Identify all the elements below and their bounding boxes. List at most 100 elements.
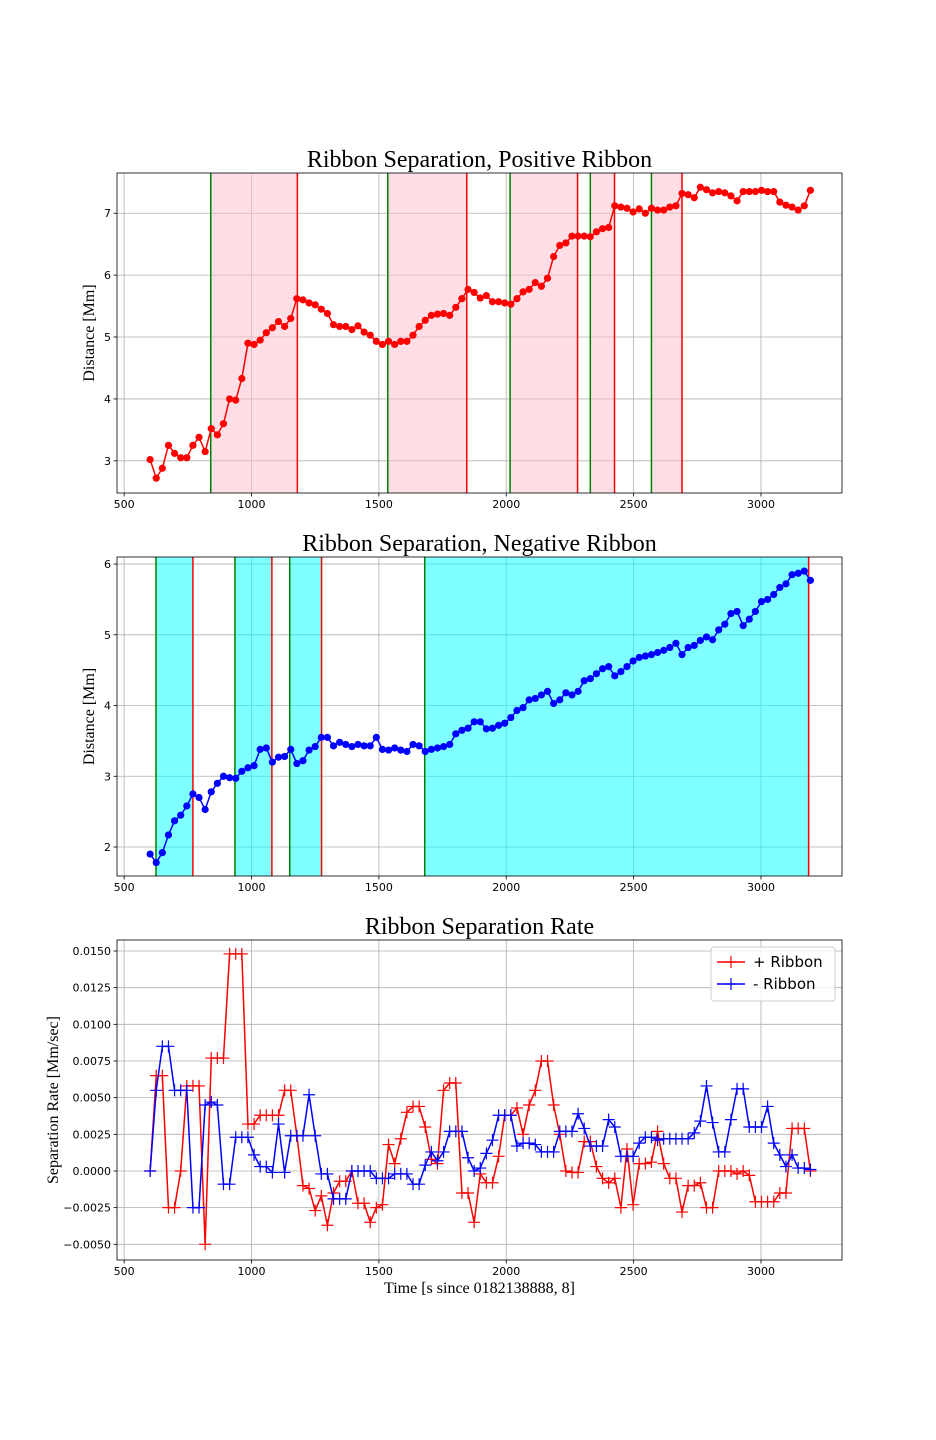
plot-frame bbox=[116, 939, 843, 1261]
marker bbox=[205, 1096, 218, 1109]
subplot: 500 1000 1500 2000 2500 3000 3 4 5 6 7 Ribbon Separ… bbox=[81, 147, 843, 511]
marker bbox=[439, 742, 448, 751]
marker bbox=[507, 713, 515, 722]
marker bbox=[384, 746, 393, 754]
marker bbox=[598, 225, 607, 233]
marker bbox=[455, 1125, 468, 1138]
x-tick-label: 500 bbox=[114, 498, 135, 511]
marker bbox=[641, 652, 649, 660]
marker bbox=[537, 282, 546, 290]
shaded-interval bbox=[210, 173, 298, 493]
marker bbox=[232, 774, 240, 782]
y-tick-label: 6 bbox=[104, 269, 111, 282]
chart-title: Ribbon Separation Rate bbox=[365, 914, 594, 940]
marker bbox=[474, 1162, 487, 1175]
marker bbox=[757, 186, 766, 194]
marker bbox=[639, 1157, 652, 1170]
marker bbox=[309, 1129, 322, 1142]
marker bbox=[537, 691, 546, 699]
marker bbox=[688, 1126, 701, 1139]
marker bbox=[556, 696, 564, 704]
marker bbox=[309, 1204, 322, 1217]
marker bbox=[721, 620, 729, 628]
legend-marker bbox=[725, 956, 737, 968]
marker bbox=[183, 802, 191, 810]
marker bbox=[458, 726, 466, 734]
marker bbox=[614, 1201, 627, 1214]
marker bbox=[641, 209, 649, 217]
marker bbox=[562, 239, 570, 247]
marker bbox=[195, 433, 203, 441]
marker bbox=[700, 1079, 713, 1092]
marker bbox=[458, 295, 466, 303]
marker bbox=[470, 288, 478, 297]
marker bbox=[446, 740, 454, 749]
marker bbox=[323, 733, 332, 741]
marker bbox=[572, 1107, 585, 1120]
shaded-interval bbox=[510, 173, 578, 493]
marker bbox=[476, 294, 484, 302]
marker bbox=[238, 374, 246, 383]
marker bbox=[666, 643, 674, 652]
marker bbox=[158, 464, 166, 472]
marker bbox=[248, 1148, 261, 1161]
marker bbox=[684, 643, 692, 652]
marker bbox=[189, 790, 197, 798]
marker bbox=[219, 772, 228, 780]
marker bbox=[376, 1198, 389, 1211]
marker bbox=[757, 597, 766, 606]
marker bbox=[727, 192, 735, 200]
marker bbox=[232, 396, 240, 404]
marker bbox=[501, 299, 509, 307]
marker bbox=[590, 1160, 603, 1173]
marker bbox=[354, 322, 362, 330]
marker bbox=[168, 1201, 181, 1214]
y-tick-label: 0.0025 bbox=[73, 1128, 112, 1141]
marker bbox=[743, 1169, 756, 1182]
marker bbox=[281, 752, 289, 761]
marker bbox=[586, 675, 594, 683]
marker bbox=[682, 1132, 695, 1145]
y-tick-label: −0.0050 bbox=[63, 1238, 111, 1251]
marker bbox=[806, 186, 815, 194]
marker bbox=[611, 202, 619, 210]
marker bbox=[761, 1100, 774, 1113]
marker bbox=[382, 1172, 395, 1185]
marker bbox=[152, 474, 160, 482]
x-tick-label: 2500 bbox=[620, 498, 648, 511]
marker bbox=[788, 203, 796, 211]
marker bbox=[751, 607, 759, 616]
marker bbox=[737, 1164, 750, 1177]
marker bbox=[296, 1129, 309, 1142]
marker bbox=[550, 252, 558, 261]
marker bbox=[798, 1162, 811, 1175]
marker bbox=[653, 648, 662, 657]
x-tick-label: 2000 bbox=[492, 498, 520, 511]
marker bbox=[510, 1140, 523, 1153]
marker bbox=[329, 321, 338, 329]
marker bbox=[611, 672, 619, 680]
marker bbox=[745, 187, 753, 196]
marker bbox=[767, 1137, 780, 1150]
marker bbox=[715, 626, 723, 634]
marker bbox=[366, 742, 374, 750]
marker bbox=[523, 1098, 536, 1111]
y-tick-label: 4 bbox=[104, 393, 111, 406]
marker bbox=[388, 1157, 401, 1170]
marker bbox=[666, 203, 674, 211]
marker bbox=[225, 395, 234, 403]
marker bbox=[513, 706, 521, 715]
marker bbox=[299, 757, 307, 765]
marker bbox=[305, 299, 313, 307]
x-tick-label: 1500 bbox=[365, 1265, 393, 1278]
marker bbox=[287, 314, 295, 323]
y-tick-label: 2 bbox=[104, 841, 111, 854]
y-tick-label: 3 bbox=[104, 770, 111, 783]
marker bbox=[225, 774, 234, 782]
marker bbox=[452, 303, 460, 311]
marker bbox=[201, 805, 209, 814]
marker bbox=[329, 742, 338, 750]
marker bbox=[382, 1138, 395, 1151]
marker bbox=[794, 569, 802, 577]
marker bbox=[580, 677, 588, 685]
